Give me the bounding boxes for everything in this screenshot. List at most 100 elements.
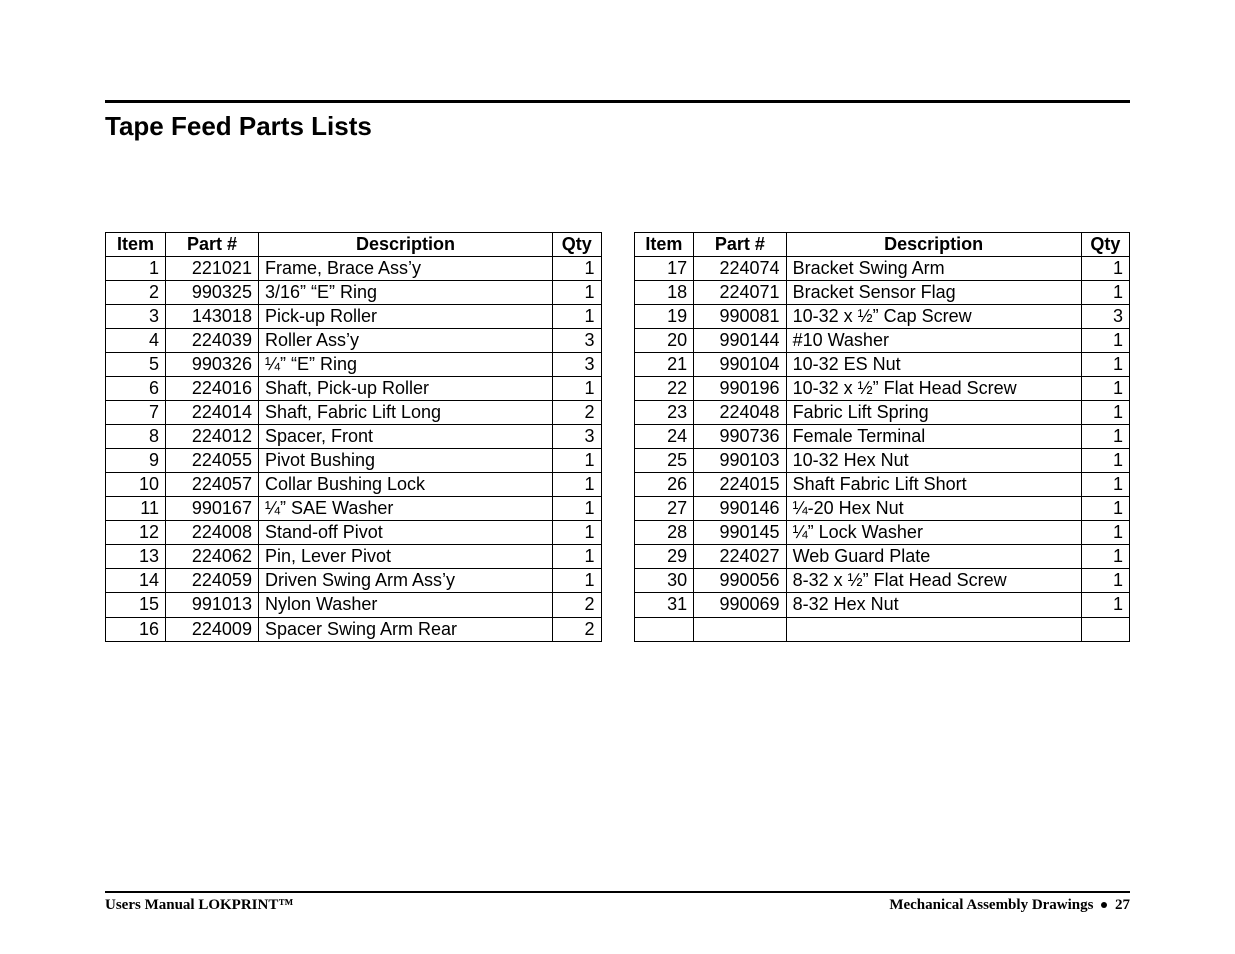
cell-item: 1: [106, 257, 166, 281]
cell-part: 224059: [165, 569, 258, 593]
table-row: 6224016Shaft, Pick-up Roller1: [106, 377, 602, 401]
cell-qty: 3: [1081, 305, 1129, 329]
page: Tape Feed Parts Lists Item Part # Descri…: [0, 0, 1235, 954]
cell-item: 2: [106, 281, 166, 305]
cell-item: 4: [106, 329, 166, 353]
cell-item: 22: [634, 377, 694, 401]
cell-description: 3/16” “E” Ring: [258, 281, 552, 305]
cell-part: 990069: [694, 593, 786, 617]
table-row: 3143018Pick-up Roller1: [106, 305, 602, 329]
cell-item: 16: [106, 617, 166, 641]
cell-qty: 1: [553, 377, 601, 401]
table-row: 29903253/16” “E” Ring1: [106, 281, 602, 305]
cell-qty: 1: [1081, 545, 1129, 569]
cell-part: 224015: [694, 473, 786, 497]
cell-item: 24: [634, 425, 694, 449]
cell-qty: 1: [553, 281, 601, 305]
table-row: 13224062Pin, Lever Pivot1: [106, 545, 602, 569]
cell-qty: 1: [1081, 521, 1129, 545]
cell-part: 990056: [694, 569, 786, 593]
cell-description: Pick-up Roller: [258, 305, 552, 329]
cell-qty: 1: [1081, 425, 1129, 449]
cell-part: 990144: [694, 329, 786, 353]
cell-item: 21: [634, 353, 694, 377]
cell-description: 8-32 x ½” Flat Head Screw: [786, 569, 1081, 593]
table-row: 17224074Bracket Swing Arm1: [634, 257, 1130, 281]
cell-item: 28: [634, 521, 694, 545]
cell-part: 221021: [165, 257, 258, 281]
cell-description: ¼” “E” Ring: [258, 353, 552, 377]
table-row: 319900698-32 Hex Nut1: [634, 593, 1130, 617]
cell-description: 8-32 Hex Nut: [786, 593, 1081, 617]
cell-description: ¼” Lock Washer: [786, 521, 1081, 545]
table-row: 11990167¼” SAE Washer1: [106, 497, 602, 521]
cell-qty: 1: [1081, 497, 1129, 521]
col-header-qty: Qty: [553, 233, 601, 257]
cell-part: 990167: [165, 497, 258, 521]
cell-part: [694, 617, 786, 641]
footer-left-text: Users Manual LOKPRINT™: [105, 897, 293, 914]
cell-description: Shaft, Pick-up Roller: [258, 377, 552, 401]
cell-item: 19: [634, 305, 694, 329]
footer-page-number: 27: [1115, 897, 1130, 913]
cell-description: Web Guard Plate: [786, 545, 1081, 569]
cell-description: ¼” SAE Washer: [258, 497, 552, 521]
cell-item: 18: [634, 281, 694, 305]
table-row: 2199010410-32 ES Nut1: [634, 353, 1130, 377]
table-row: 7224014Shaft, Fabric Lift Long2: [106, 401, 602, 425]
cell-item: 20: [634, 329, 694, 353]
cell-description: Shaft, Fabric Lift Long: [258, 401, 552, 425]
cell-item: 9: [106, 449, 166, 473]
table-row: 5990326¼” “E” Ring3: [106, 353, 602, 377]
cell-part: 224027: [694, 545, 786, 569]
table-row: 8224012Spacer, Front3: [106, 425, 602, 449]
bullet-icon: [1101, 902, 1107, 908]
cell-item: 7: [106, 401, 166, 425]
cell-description: #10 Washer: [786, 329, 1081, 353]
cell-qty: 1: [553, 449, 601, 473]
cell-part: 990146: [694, 497, 786, 521]
cell-part: 224057: [165, 473, 258, 497]
table-row: 4224039Roller Ass’y3: [106, 329, 602, 353]
cell-qty: 1: [553, 497, 601, 521]
cell-qty: 1: [1081, 569, 1129, 593]
table-row: 10224057Collar Bushing Lock1: [106, 473, 602, 497]
cell-item: 3: [106, 305, 166, 329]
table-row: 309900568-32 x ½” Flat Head Screw1: [634, 569, 1130, 593]
cell-part: 224009: [165, 617, 258, 641]
table-row: 26224015Shaft Fabric Lift Short1: [634, 473, 1130, 497]
table-row: 1221021Frame, Brace Ass’y1: [106, 257, 602, 281]
cell-part: 224012: [165, 425, 258, 449]
cell-item: 14: [106, 569, 166, 593]
cell-qty: 1: [1081, 593, 1129, 617]
table-header-row: Item Part # Description Qty: [634, 233, 1130, 257]
cell-qty: 1: [1081, 401, 1129, 425]
cell-part: 224071: [694, 281, 786, 305]
col-header-item: Item: [634, 233, 694, 257]
cell-part: 990736: [694, 425, 786, 449]
table-row: 28990145¼” Lock Washer1: [634, 521, 1130, 545]
cell-qty: 3: [553, 329, 601, 353]
parts-table-right: Item Part # Description Qty 17224074Brac…: [634, 232, 1131, 642]
cell-qty: 1: [1081, 281, 1129, 305]
cell-part: 990145: [694, 521, 786, 545]
cell-qty: 1: [553, 305, 601, 329]
cell-part: 143018: [165, 305, 258, 329]
tables-container: Item Part # Description Qty 1221021Frame…: [105, 232, 1130, 642]
cell-description: Female Terminal: [786, 425, 1081, 449]
cell-qty: 1: [553, 545, 601, 569]
parts-table-left: Item Part # Description Qty 1221021Frame…: [105, 232, 602, 642]
cell-item: [634, 617, 694, 641]
cell-item: 10: [106, 473, 166, 497]
cell-part: 224014: [165, 401, 258, 425]
cell-part: 224048: [694, 401, 786, 425]
cell-item: 31: [634, 593, 694, 617]
cell-description: [786, 617, 1081, 641]
table-row: 12224008Stand-off Pivot1: [106, 521, 602, 545]
cell-part: 224055: [165, 449, 258, 473]
cell-item: 23: [634, 401, 694, 425]
cell-description: 10-32 ES Nut: [786, 353, 1081, 377]
cell-qty: 1: [1081, 449, 1129, 473]
table-row: 1999008110-32 x ½” Cap Screw3: [634, 305, 1130, 329]
col-header-qty: Qty: [1081, 233, 1129, 257]
